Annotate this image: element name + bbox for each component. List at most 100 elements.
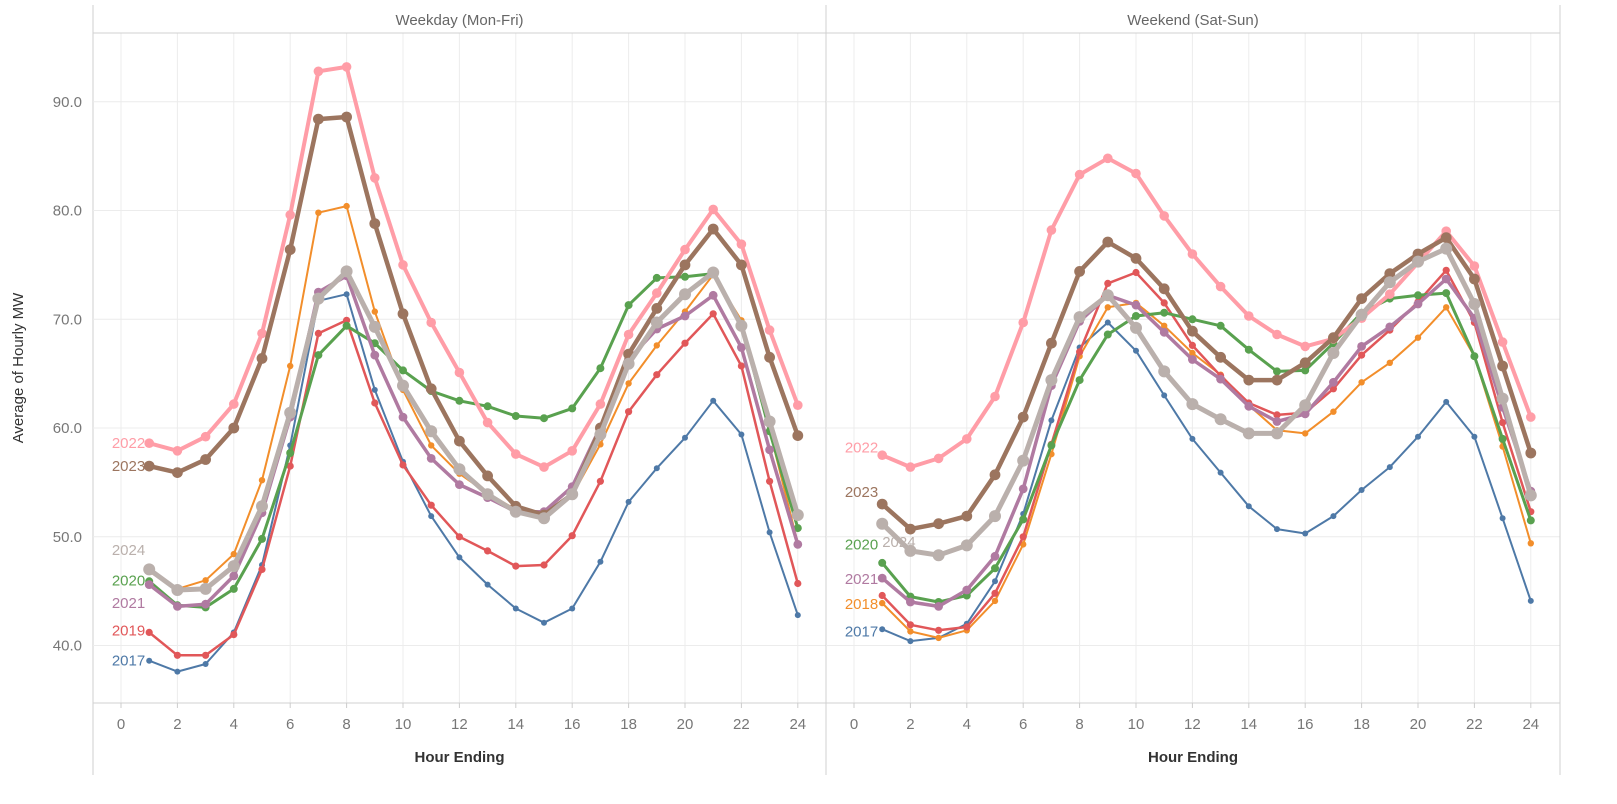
data-point-2019 <box>963 623 971 631</box>
data-point-2018 <box>258 477 266 484</box>
data-point-2023 <box>313 113 324 125</box>
series-line-2021 <box>147 274 800 609</box>
series-line-2019 <box>880 269 1533 632</box>
data-point-2021 <box>398 412 408 422</box>
data-point-2024 <box>509 505 522 518</box>
data-point-2018 <box>1104 304 1112 311</box>
data-point-2024 <box>256 500 268 513</box>
y-tick-label: 60.0 <box>53 420 82 437</box>
data-point-2023 <box>1497 360 1508 372</box>
data-point-2024 <box>199 582 212 595</box>
data-point-2018 <box>1358 379 1365 386</box>
data-point-2021 <box>1441 274 1451 284</box>
x-tick-label: 4 <box>230 716 238 733</box>
series-label-2022: 2022 <box>845 440 878 457</box>
data-point-2019 <box>935 626 943 634</box>
data-point-2019 <box>906 621 915 629</box>
data-point-2020 <box>1470 352 1479 361</box>
data-point-2018 <box>1527 540 1535 547</box>
data-point-2021 <box>1216 374 1225 384</box>
x-tick-label: 0 <box>850 716 858 733</box>
x-tick-label: 8 <box>1075 716 1083 733</box>
data-point-2023 <box>679 259 691 271</box>
data-point-2021 <box>906 597 915 607</box>
data-point-2022 <box>1244 311 1254 321</box>
series-line-2018 <box>881 301 1532 639</box>
y-tick-label: 70.0 <box>53 311 82 328</box>
data-point-2022 <box>1272 329 1282 340</box>
data-point-2022 <box>426 317 437 328</box>
y-tick-label: 40.0 <box>53 638 82 655</box>
data-point-2023 <box>905 523 916 535</box>
data-point-2019 <box>991 589 999 597</box>
data-point-2020 <box>1132 312 1140 320</box>
data-point-2024 <box>960 539 973 552</box>
data-point-2019 <box>399 461 407 469</box>
data-point-2022 <box>341 62 352 72</box>
data-point-2022 <box>313 66 324 77</box>
data-point-2024 <box>763 415 776 428</box>
data-point-2018 <box>653 342 660 349</box>
data-point-2022 <box>623 329 634 340</box>
data-point-2017 <box>1161 392 1168 399</box>
panel-title: Weekday (Mon-Fri) <box>395 12 523 29</box>
data-point-2020 <box>681 272 689 281</box>
data-point-2019 <box>314 329 322 337</box>
data-point-2018 <box>991 597 999 605</box>
data-point-2023 <box>1299 357 1311 369</box>
data-point-2024 <box>876 517 889 530</box>
data-point-2024 <box>453 463 466 476</box>
data-point-2017 <box>484 581 491 588</box>
data-point-2019 <box>286 462 294 470</box>
data-point-2017 <box>146 657 153 664</box>
data-point-2023 <box>651 303 663 314</box>
data-point-2024 <box>1468 298 1481 310</box>
series-label-2018: 2018 <box>845 596 878 613</box>
data-point-2017 <box>1499 515 1506 522</box>
x-tick-label: 6 <box>286 716 294 733</box>
data-point-2018 <box>1386 359 1394 366</box>
data-point-2018 <box>935 634 942 642</box>
data-point-2018 <box>202 577 209 584</box>
data-point-2020 <box>793 524 802 533</box>
data-point-2019 <box>1329 385 1337 393</box>
data-point-2022 <box>1300 341 1310 352</box>
series-line-2017 <box>148 293 799 673</box>
data-point-2020 <box>399 366 407 375</box>
data-point-2021 <box>1329 377 1338 387</box>
x-tick-label: 20 <box>677 716 694 733</box>
x-tick-label: 2 <box>173 716 181 733</box>
data-point-2024 <box>481 488 494 501</box>
data-point-2020 <box>1442 289 1451 298</box>
data-point-2019 <box>484 547 492 555</box>
data-point-2021 <box>1300 409 1310 419</box>
data-point-2019 <box>596 477 605 485</box>
data-point-2024 <box>1214 413 1227 426</box>
data-point-2020 <box>1019 515 1028 524</box>
data-point-2022 <box>200 431 211 442</box>
data-point-2022 <box>1187 249 1198 259</box>
x-tick-label: 16 <box>564 716 581 733</box>
data-point-2024 <box>566 488 579 501</box>
data-point-2021 <box>1357 342 1366 351</box>
data-point-2023 <box>1271 374 1283 386</box>
data-point-2019 <box>173 651 181 659</box>
data-point-2022 <box>1046 225 1057 235</box>
data-point-2023 <box>143 460 155 472</box>
data-point-2021 <box>680 311 690 321</box>
data-point-2020 <box>229 584 238 593</box>
x-tick-label: 10 <box>395 716 412 733</box>
data-point-2017 <box>710 397 717 404</box>
data-point-2022 <box>454 367 465 378</box>
series-label-2023: 2023 <box>112 458 145 475</box>
y-axis-label: Average of Hourly MW <box>10 292 27 443</box>
data-point-2019 <box>681 339 689 347</box>
data-point-2021 <box>877 573 887 583</box>
data-point-2020 <box>878 558 887 567</box>
data-point-2017 <box>1302 530 1309 537</box>
data-point-2021 <box>1244 401 1254 411</box>
data-point-2024 <box>1496 392 1509 405</box>
data-point-2022 <box>539 462 549 472</box>
